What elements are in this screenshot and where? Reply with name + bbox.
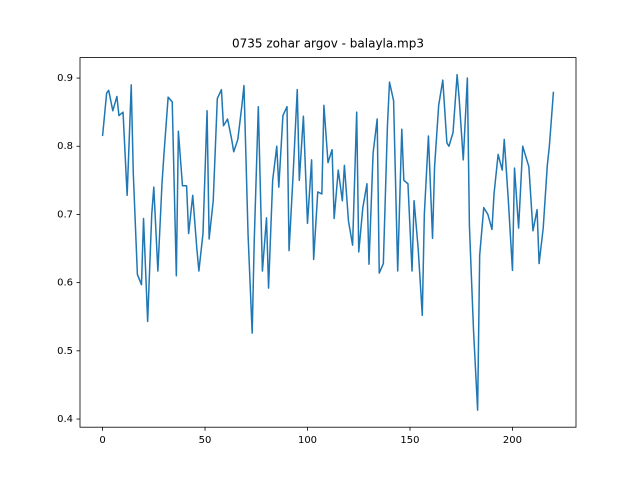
x-tick-label: 0 [99, 435, 105, 446]
x-tick-label: 200 [503, 435, 522, 446]
y-tick-label: 0.8 [57, 141, 73, 152]
x-tick-label: 50 [199, 435, 212, 446]
x-tick-label: 100 [298, 435, 317, 446]
x-tick-label: 150 [400, 435, 419, 446]
y-tick-label: 0.4 [57, 414, 73, 425]
data-line [101, 73, 555, 411]
chart-title: 0735 zohar argov - balayla.mp3 [232, 37, 424, 51]
y-tick-label: 0.9 [57, 73, 73, 84]
y-tick-label: 0.7 [57, 209, 73, 220]
y-tick-label: 0.5 [57, 346, 73, 357]
y-tick-label: 0.6 [57, 278, 73, 289]
plot-frame [79, 57, 577, 428]
